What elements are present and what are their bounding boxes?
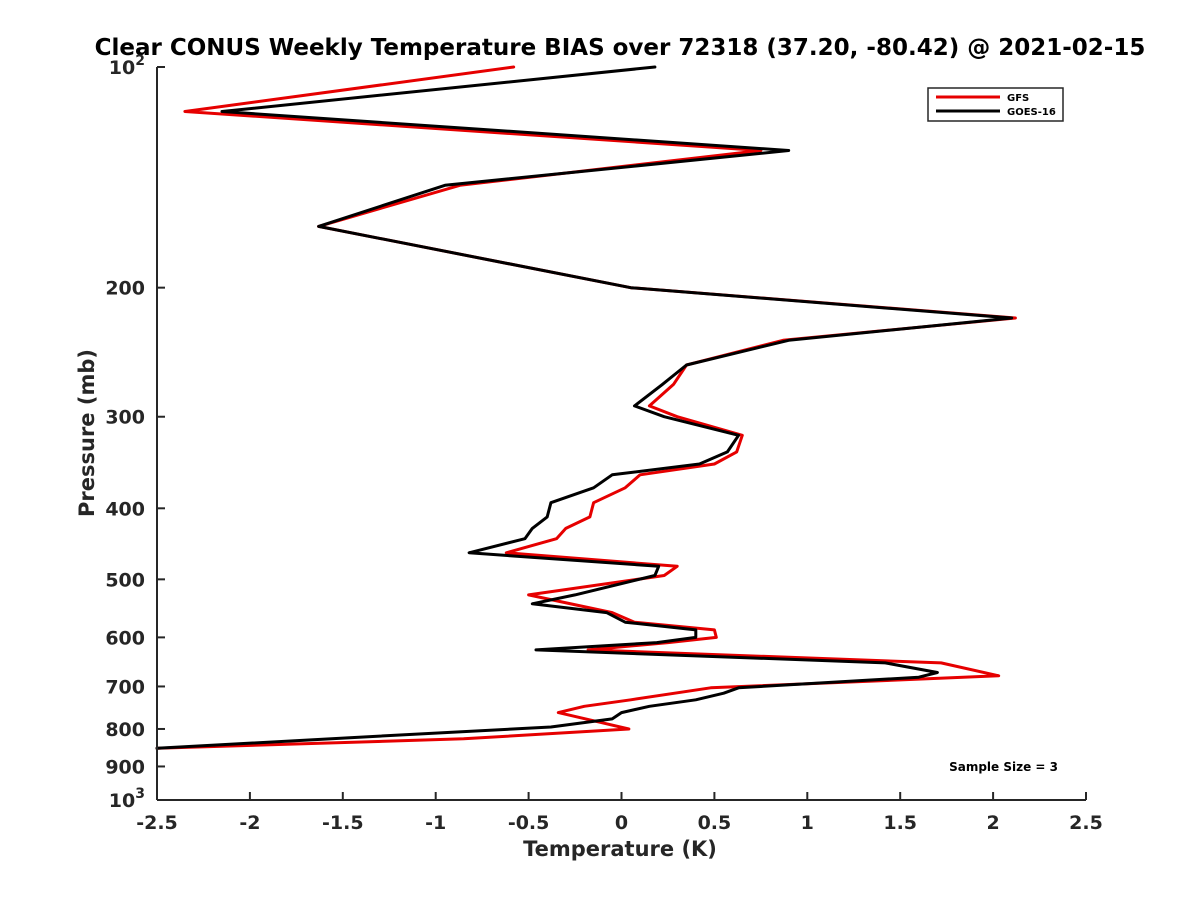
x-tick-label: -1.5 (322, 812, 364, 834)
legend: GFS GOES-16 (927, 87, 1064, 122)
y-tick-label: 300 (105, 407, 145, 429)
y-tick-label: 400 (105, 498, 145, 520)
x-tick-label: 2 (986, 812, 999, 834)
x-tick-label: 1 (801, 812, 814, 834)
ticks-layer: -2.5 -2 -1.5 -1 -0.5 0 0.5 1 1.5 2 2.5 200 300 400 500… (105, 53, 1103, 834)
axes-layer (156, 67, 1086, 801)
x-tick-label: 2.5 (1069, 812, 1103, 834)
legend-box (927, 87, 1064, 122)
y-tick-label: 800 (105, 719, 145, 741)
series-line-goes-16 (155, 65, 1014, 750)
y-tick-label: 600 (105, 627, 145, 649)
legend-label-goes-16: GOES-16 (1007, 107, 1056, 118)
y-tick-label-power: 103 (109, 786, 145, 812)
x-tick-label: 0 (615, 812, 628, 834)
y-tick-label: 900 (105, 756, 145, 778)
legend-label-gfs: GFS (1007, 93, 1029, 104)
chart-title: Clear CONUS Weekly Temperature BIAS over… (95, 35, 1146, 61)
sample-size-annotation: Sample Size = 3 (949, 760, 1058, 774)
y-tick-label: 200 (105, 278, 145, 300)
y-tick-label: 700 (105, 676, 145, 698)
series-layer (155, 65, 1017, 750)
y-axis-label: Pressure (mb) (75, 349, 99, 517)
y-tick-label: 500 (105, 569, 145, 591)
y-tick-label-power: 102 (109, 53, 145, 79)
x-tick-label: 0.5 (698, 812, 732, 834)
x-tick-label: -0.5 (508, 812, 550, 834)
x-tick-label: -2 (239, 812, 260, 834)
x-tick-label: 1.5 (883, 812, 917, 834)
x-tick-label: -1 (425, 812, 446, 834)
x-axis-label: Temperature (K) (523, 837, 717, 861)
x-tick-label: -2.5 (136, 812, 178, 834)
